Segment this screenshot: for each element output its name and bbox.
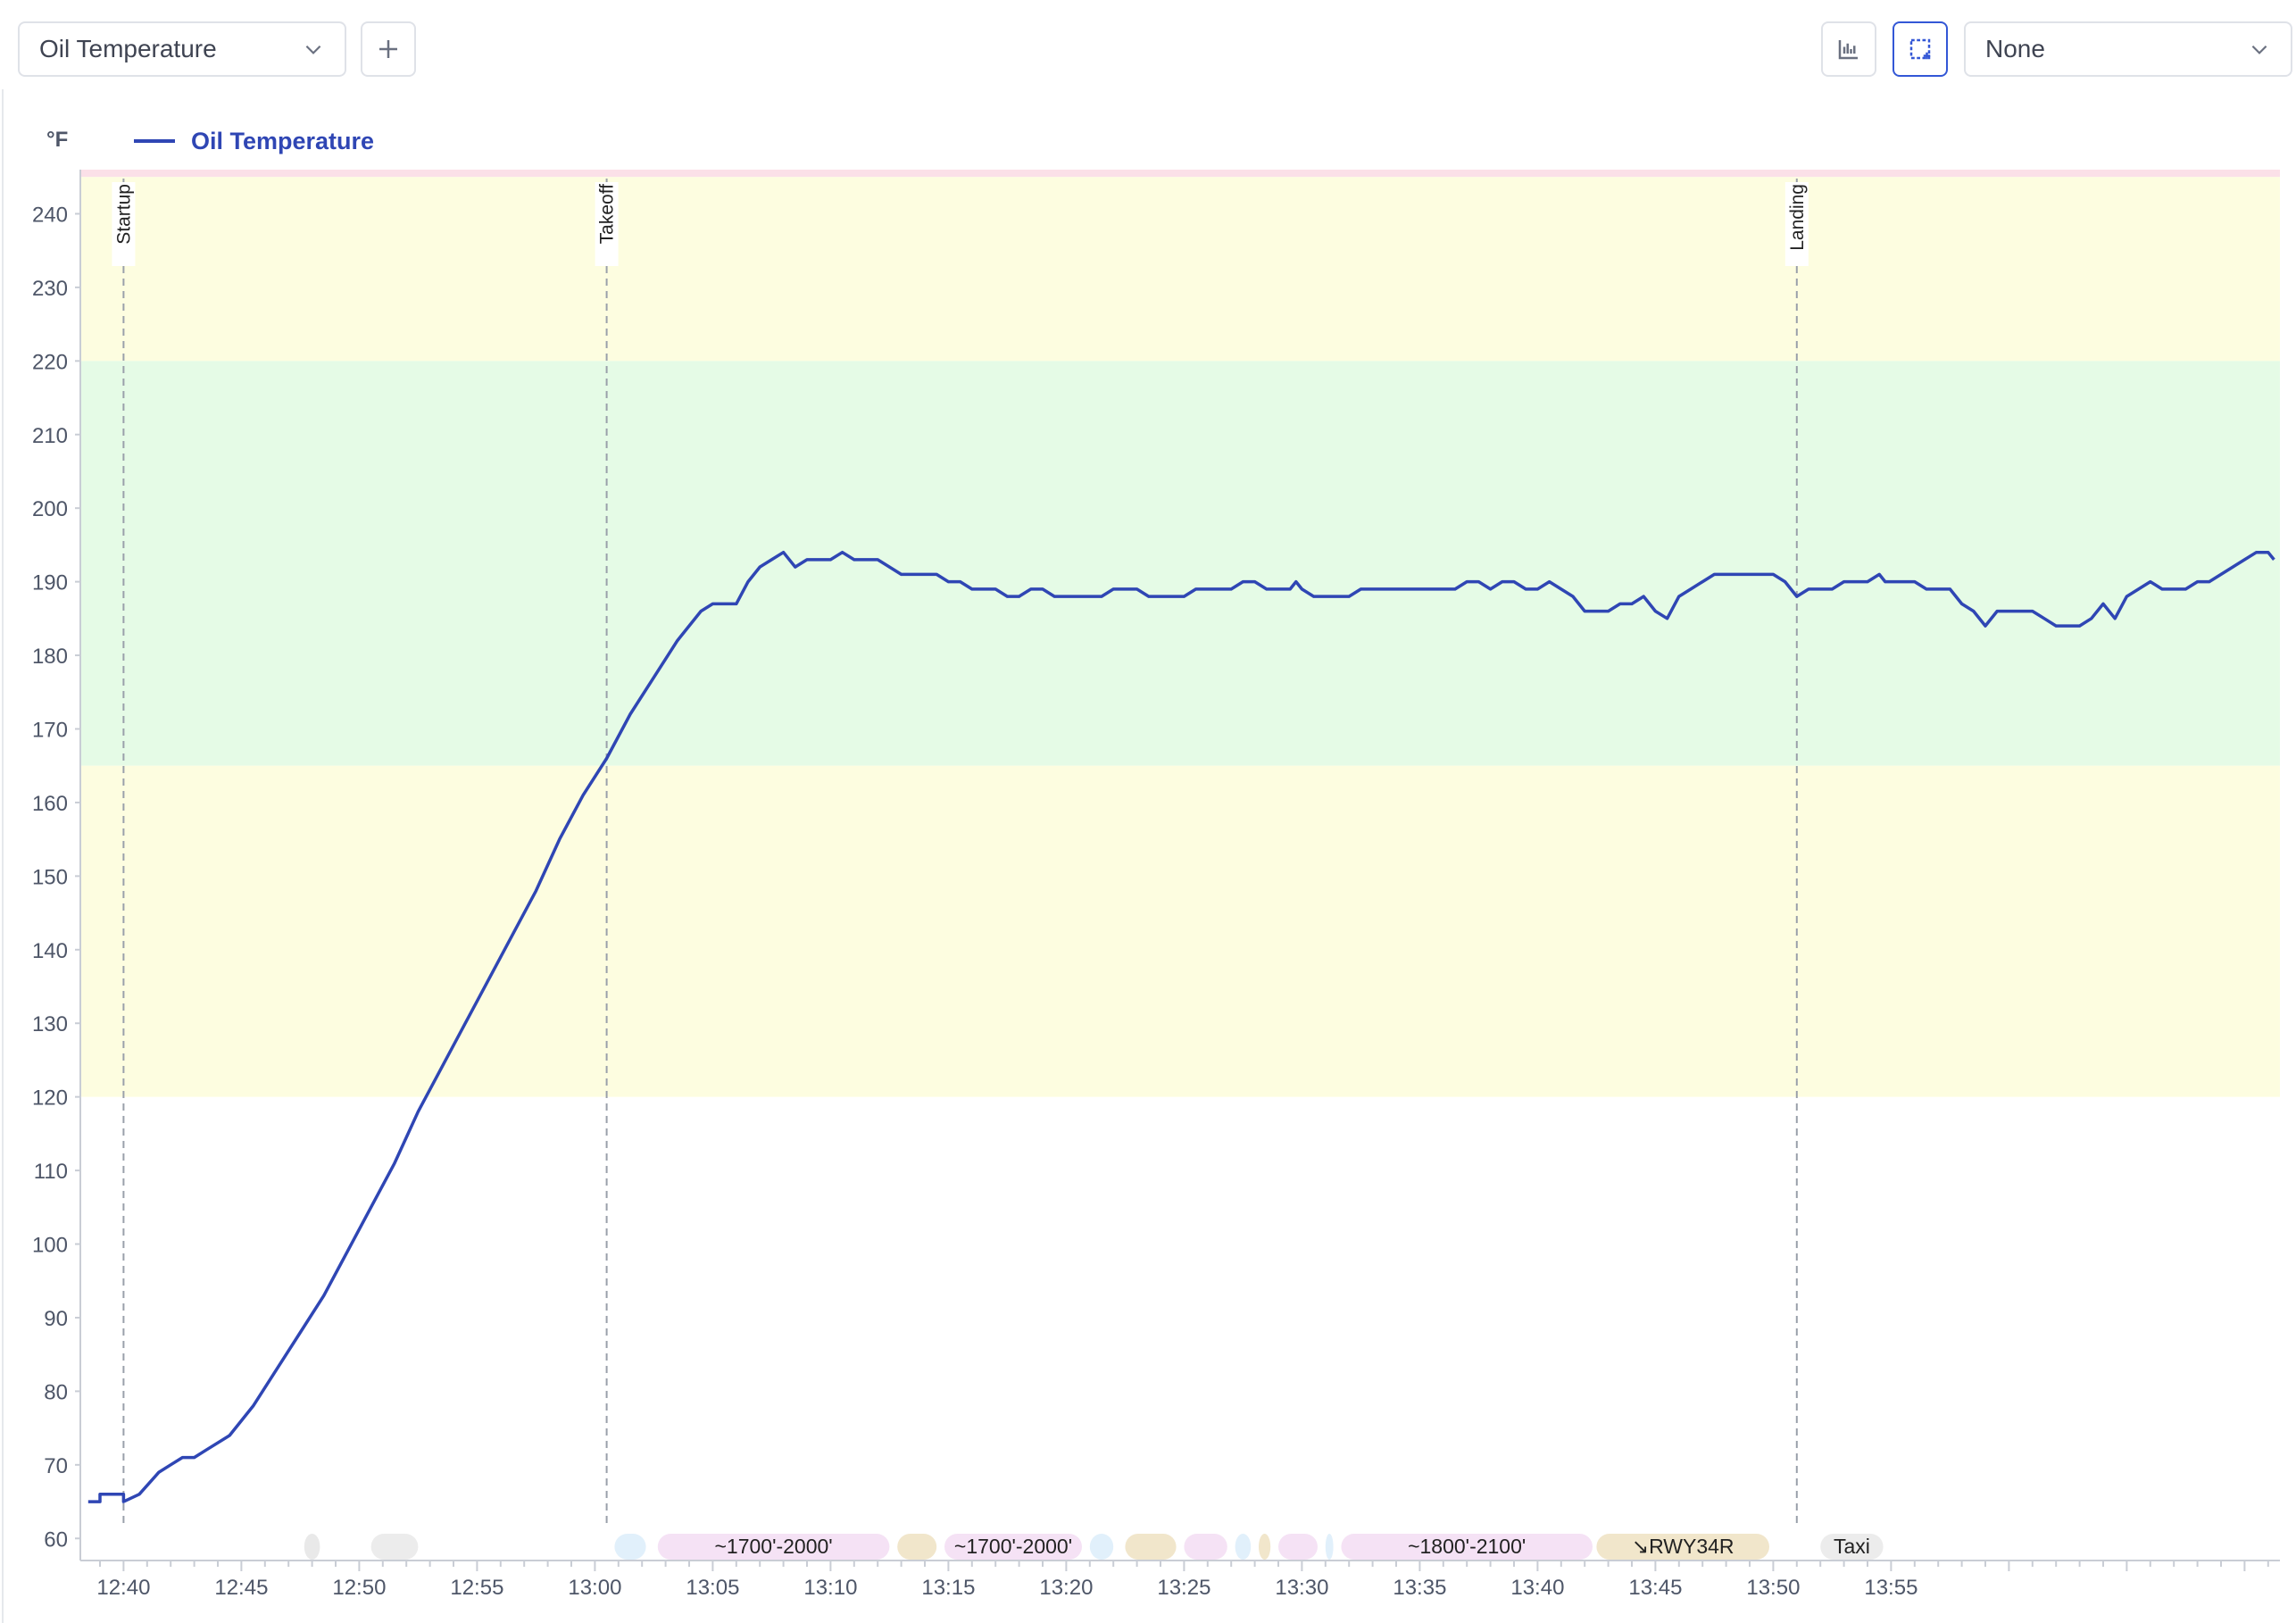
y-tick-label: 170 xyxy=(32,718,68,742)
series-line-oil-temperature xyxy=(87,550,2275,1503)
event-label-takeoff: Takeoff xyxy=(597,184,618,244)
x-tick-label: 13:20 xyxy=(1039,1576,1093,1600)
x-tick-label: 13:15 xyxy=(921,1576,975,1600)
selection-button[interactable] xyxy=(1893,21,1948,77)
y-tick-label: 90 xyxy=(44,1307,68,1331)
event-label-bg xyxy=(1784,182,1809,266)
y-tick-label: 70 xyxy=(44,1454,68,1478)
y-tick-label: 240 xyxy=(32,203,68,227)
phase-segment-label-3: ~1700'-2000' xyxy=(714,1535,832,1558)
add-metric-button[interactable] xyxy=(361,21,416,77)
phase-segment-10 xyxy=(1259,1534,1271,1560)
x-tick-label: 12:45 xyxy=(214,1576,268,1600)
phase-segment-15 xyxy=(1820,1534,1884,1560)
x-tick-label: 13:55 xyxy=(1864,1576,1917,1600)
compare-select-value: None xyxy=(1985,35,2045,62)
phase-segment-label-5: ~1700'-2000' xyxy=(954,1535,1072,1558)
event-label-landing: Landing xyxy=(1787,184,1808,251)
y-tick-label: 150 xyxy=(32,865,68,889)
phase-segment-5 xyxy=(944,1534,1082,1560)
threshold-band-2 xyxy=(80,361,2280,766)
x-tick-label: 13:10 xyxy=(803,1576,857,1600)
y-tick-label: 190 xyxy=(32,571,68,595)
event-label-bg xyxy=(595,182,619,266)
x-tick-label: 13:45 xyxy=(1628,1576,1682,1600)
phase-segment-0 xyxy=(304,1534,320,1560)
x-tick-label: 13:50 xyxy=(1746,1576,1800,1600)
bar-chart-button[interactable] xyxy=(1821,21,1876,77)
y-tick-label: 210 xyxy=(32,424,68,448)
bar-chart-icon xyxy=(1838,40,1858,60)
x-tick-label: 13:40 xyxy=(1510,1576,1564,1600)
y-tick-label: 80 xyxy=(44,1380,68,1404)
phase-segment-label-14: ↘RWY34R xyxy=(1632,1535,1734,1558)
phase-segment-3 xyxy=(657,1534,890,1560)
x-tick-label: 12:55 xyxy=(450,1576,503,1600)
metric-select[interactable]: Oil Temperature xyxy=(18,21,346,77)
y-unit-label: °F xyxy=(46,128,68,152)
selection-box-icon xyxy=(1909,38,1931,60)
phase-segment-2 xyxy=(614,1534,646,1560)
x-minor-ticks xyxy=(99,1561,2269,1571)
y-tick-label: 230 xyxy=(32,277,68,301)
y-tick-label: 120 xyxy=(32,1086,68,1111)
phase-segment-1 xyxy=(370,1534,419,1560)
x-tick-label: 13:00 xyxy=(568,1576,621,1600)
phase-segment-9 xyxy=(1235,1534,1252,1560)
x-tick-label: 13:35 xyxy=(1393,1576,1446,1600)
chevron-down-icon xyxy=(305,45,321,54)
phase-segment-14 xyxy=(1596,1534,1769,1560)
y-tick-label: 60 xyxy=(44,1527,68,1552)
y-tick-label: 160 xyxy=(32,792,68,816)
phase-segment-4 xyxy=(897,1534,937,1560)
metric-select-value: Oil Temperature xyxy=(39,35,217,62)
phase-segment-13 xyxy=(1341,1534,1593,1560)
y-tick-label: 220 xyxy=(32,350,68,374)
event-label-startup: Startup xyxy=(113,184,134,245)
x-tick-label: 13:25 xyxy=(1157,1576,1210,1600)
x-tick-label: 13:30 xyxy=(1275,1576,1328,1600)
y-tick-label: 180 xyxy=(32,645,68,669)
plus-icon xyxy=(379,40,397,58)
phase-segment-6 xyxy=(1089,1534,1114,1560)
event-label-bg xyxy=(112,182,136,266)
phase-segment-label-15: Taxi xyxy=(1834,1535,1870,1558)
y-tick-label: 130 xyxy=(32,1012,68,1036)
threshold-band-1 xyxy=(80,177,2280,362)
y-tick-label: 100 xyxy=(32,1234,68,1258)
y-tick-label: 200 xyxy=(32,497,68,521)
x-tick-label: 12:40 xyxy=(96,1576,150,1600)
threshold-band-0 xyxy=(80,170,2280,178)
phase-segment-12 xyxy=(1325,1534,1334,1560)
y-tick-label: 140 xyxy=(32,939,68,963)
chevron-down-icon xyxy=(2251,45,2267,54)
phase-segment-7 xyxy=(1125,1534,1177,1560)
y-tick-label: 110 xyxy=(34,1160,68,1184)
x-tick-label: 13:05 xyxy=(686,1576,739,1600)
threshold-band-3 xyxy=(80,765,2280,1097)
phase-segment-8 xyxy=(1184,1534,1227,1560)
compare-select[interactable]: None xyxy=(1964,21,2292,77)
x-tick-label: 12:50 xyxy=(332,1576,386,1600)
legend-label[interactable]: Oil Temperature xyxy=(191,128,374,154)
phase-segment-label-13: ~1800'-2100' xyxy=(1408,1535,1526,1558)
phase-segment-11 xyxy=(1278,1534,1318,1560)
